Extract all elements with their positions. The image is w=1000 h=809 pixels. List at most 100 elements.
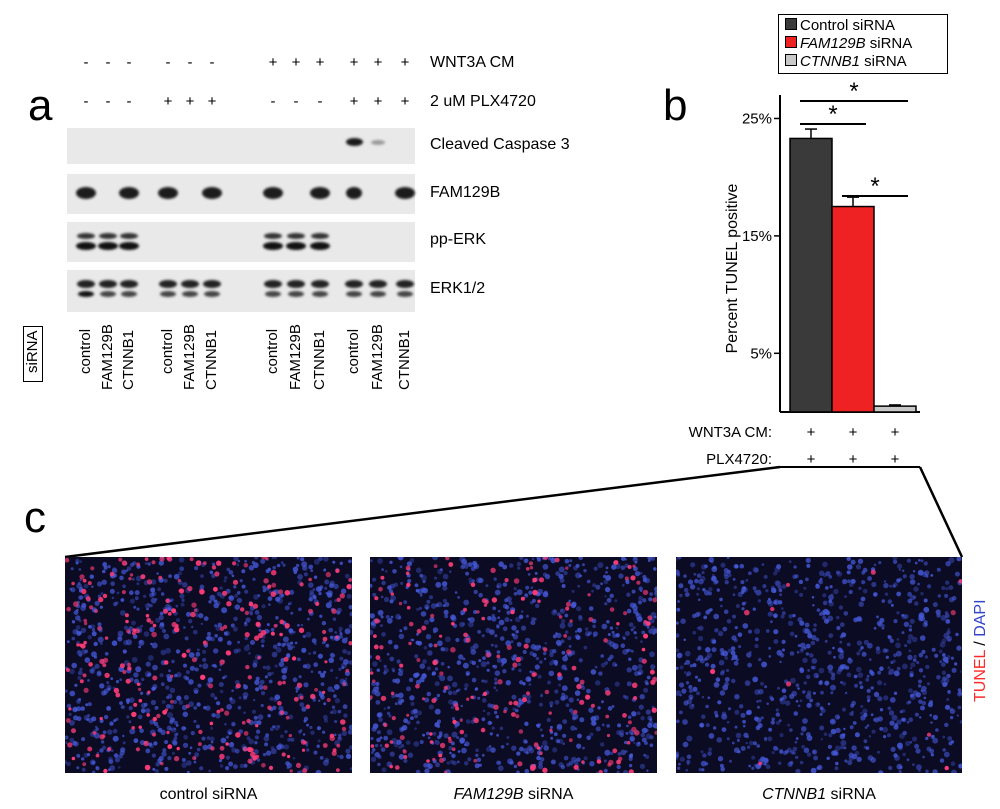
treatment-sign: - — [187, 54, 193, 71]
blot-band — [395, 187, 415, 199]
treatment-sign: - — [83, 93, 89, 110]
condition-sign: + — [891, 451, 900, 468]
stain-legend-tunel: TUNEL — [972, 650, 989, 702]
blot-band — [264, 233, 282, 239]
treatment-sign: + — [291, 54, 301, 71]
treatment-sign: + — [400, 93, 410, 110]
treatment-sign: + — [315, 54, 325, 71]
legend-item-ctnnb1: CTNNB1 siRNA — [785, 53, 907, 71]
blot-band — [310, 242, 330, 250]
treatment-sign: - — [105, 93, 111, 110]
blot-band — [345, 280, 363, 288]
y-tick-label: 15% — [742, 228, 772, 245]
legend-swatch-fam129b — [785, 36, 797, 48]
treatment-sign: - — [270, 93, 276, 110]
tunel-bar-chart: 5% 15% 25% Percent TUNEL positive * * * WNT3A C… — [64, 78, 964, 559]
blot-band — [312, 291, 328, 297]
stain-legend-dapi: DAPI — [972, 599, 989, 637]
treatment-sign: + — [268, 54, 278, 71]
chart-legend: Control siRNA FAM129B siRNA CTNNB1 siRNA — [778, 14, 948, 74]
condition-sign: + — [891, 424, 900, 441]
sirna-box: siRNA — [23, 326, 43, 382]
treatment-sign: + — [185, 93, 195, 110]
blot-band — [370, 291, 386, 297]
treatment-sign: - — [165, 54, 171, 71]
blot-band — [311, 280, 329, 288]
micrograph-control — [65, 557, 352, 773]
condition-sign: + — [849, 424, 858, 441]
condition-sign: + — [849, 451, 858, 468]
bar-0 — [789, 137, 833, 413]
blot-band — [264, 280, 282, 288]
blot-band — [311, 233, 329, 239]
treatment-label-plx4720: 2 uM PLX4720 — [430, 93, 536, 110]
condition-sign: + — [807, 451, 816, 468]
micrograph-caption-ctnnb1: CTNNB1 siRNA — [762, 786, 876, 803]
treatment-sign: + — [373, 54, 383, 71]
y-axis-label: Percent TUNEL positive — [724, 183, 741, 353]
treatment-sign: + — [207, 93, 217, 110]
treatment-sign: - — [209, 54, 215, 71]
treatment-label-wnt3a: WNT3A CM — [430, 54, 515, 71]
blot-cleaved-caspase3 — [67, 128, 415, 164]
condition-label: WNT3A CM: — [689, 424, 772, 441]
bar-2 — [873, 405, 917, 413]
y-tick-label: 25% — [742, 110, 772, 127]
blot-band — [98, 242, 118, 250]
legend-swatch-control — [785, 18, 797, 30]
blot-band — [203, 280, 221, 288]
treatment-sign: - — [105, 54, 111, 71]
blot-band — [204, 291, 220, 297]
blot-band — [76, 187, 96, 199]
blot-band — [120, 233, 138, 239]
blot-band — [99, 280, 117, 288]
legend-item-fam129b: FAM129B siRNA — [785, 35, 912, 53]
significance-marker: * — [828, 101, 837, 128]
micrograph-ctnnb1 — [676, 557, 962, 773]
blot-band — [369, 280, 387, 288]
significance-marker: * — [849, 78, 858, 105]
blot-band — [287, 280, 305, 288]
blot-band — [76, 242, 96, 250]
blot-label-cleaved-caspase3: Cleaved Caspase 3 — [430, 136, 570, 153]
blot-band — [160, 291, 176, 297]
treatment-sign: + — [373, 93, 383, 110]
legend-swatch-ctnnb1 — [785, 54, 797, 66]
blot-band — [181, 280, 199, 288]
blot-label-pp-erk: pp-ERK — [430, 231, 487, 248]
blot-band — [120, 280, 138, 288]
zoom-line-right — [918, 466, 964, 558]
blot-label-erk12: ERK1/2 — [430, 280, 486, 297]
treatment-sign: - — [293, 93, 299, 110]
condition-label: PLX4720: — [706, 451, 772, 468]
blot-band — [310, 187, 330, 199]
treatment-sign: + — [349, 54, 359, 71]
blot-band — [119, 187, 139, 199]
treatment-sign: - — [126, 93, 132, 110]
blot-band — [78, 291, 94, 297]
micrograph-caption-control: control siRNA — [159, 786, 258, 803]
blot-band — [396, 280, 414, 288]
blot-band — [158, 187, 178, 199]
legend-item-control: Control siRNA — [785, 17, 895, 35]
panel-label-a: a — [28, 81, 53, 130]
blot-label-fam129b: FAM129B — [430, 184, 501, 201]
blot-band — [346, 291, 362, 297]
blot-band — [265, 291, 281, 297]
blot-band — [288, 291, 304, 297]
y-tick-label: 5% — [750, 345, 772, 362]
blot-band — [345, 138, 363, 146]
treatment-sign: + — [400, 54, 410, 71]
stain-legend: TUNEL / DAPI — [972, 599, 990, 702]
micrograph-caption-fam129b: FAM129B siRNA — [453, 786, 574, 803]
blot-band — [263, 187, 283, 199]
blot-band — [371, 140, 385, 145]
blot-band — [121, 291, 137, 297]
stain-legend-separator: / — [972, 636, 989, 651]
blot-band — [286, 242, 306, 250]
blot-band — [202, 187, 222, 199]
condition-sign: + — [807, 424, 816, 441]
blot-band — [263, 242, 283, 250]
blot-band — [397, 291, 413, 297]
